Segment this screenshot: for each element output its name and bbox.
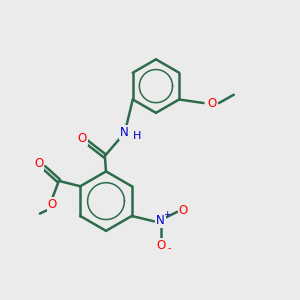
Text: O: O: [156, 238, 165, 252]
Text: O: O: [77, 132, 87, 145]
Text: O: O: [48, 198, 57, 211]
Text: O: O: [34, 158, 43, 170]
Text: O: O: [178, 204, 188, 217]
Text: H: H: [133, 131, 141, 141]
Text: O: O: [207, 97, 216, 110]
Text: N: N: [156, 214, 165, 227]
Text: +: +: [163, 210, 171, 219]
Text: N: N: [120, 126, 129, 139]
Text: -: -: [167, 243, 171, 253]
